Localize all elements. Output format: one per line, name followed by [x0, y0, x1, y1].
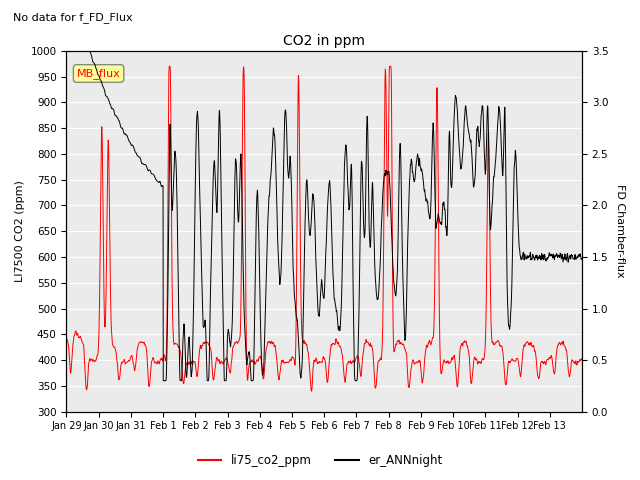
Y-axis label: LI7500 CO2 (ppm): LI7500 CO2 (ppm) — [15, 180, 25, 282]
Y-axis label: FD Chamber-flux: FD Chamber-flux — [615, 184, 625, 278]
Title: CO2 in ppm: CO2 in ppm — [283, 34, 365, 48]
Legend: li75_co2_ppm, er_ANNnight: li75_co2_ppm, er_ANNnight — [193, 449, 447, 472]
Text: MB_flux: MB_flux — [77, 68, 120, 79]
Text: No data for f_FD_Flux: No data for f_FD_Flux — [13, 12, 132, 23]
